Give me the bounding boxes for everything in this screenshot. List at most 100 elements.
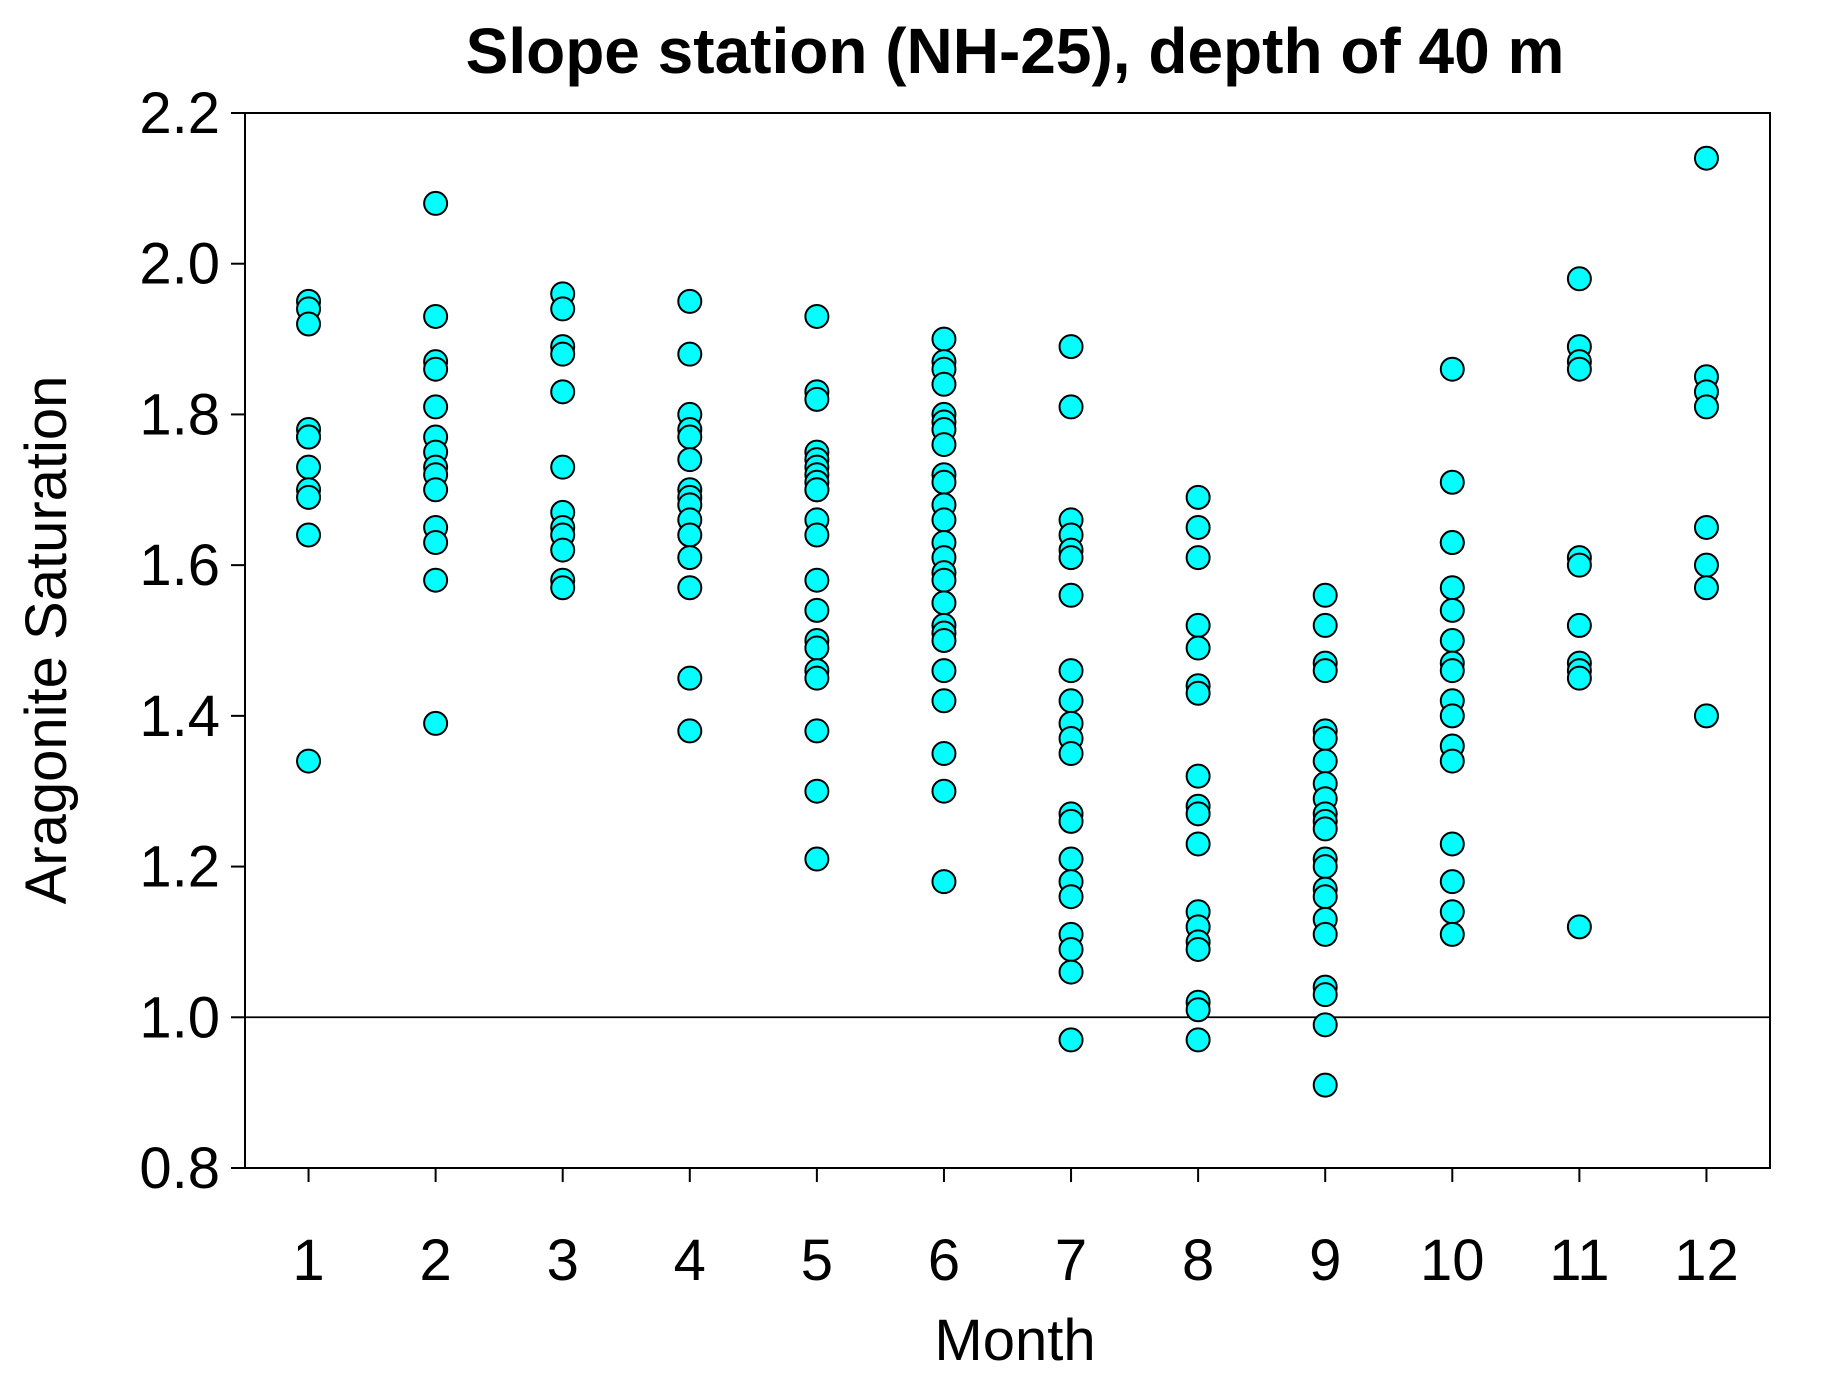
data-point — [1566, 612, 1592, 638]
data-point — [1058, 394, 1084, 420]
x-tick-label: 7 — [1055, 1228, 1087, 1293]
data-point — [1693, 703, 1719, 729]
data-point — [1439, 921, 1465, 947]
data-point — [1439, 658, 1465, 684]
data-point — [804, 567, 830, 593]
data-point — [296, 484, 322, 510]
x-tick-label: 6 — [928, 1228, 960, 1293]
data-point — [931, 469, 957, 495]
data-point — [1058, 688, 1084, 714]
data-point — [423, 190, 449, 216]
x-tick-label: 5 — [801, 1228, 833, 1293]
data-point — [296, 424, 322, 450]
data-point — [1439, 628, 1465, 653]
data-point — [423, 477, 449, 503]
y-tick-label: 1.8 — [139, 382, 220, 447]
data-point — [550, 379, 576, 405]
data-point — [423, 394, 449, 420]
x-tick-label: 1 — [292, 1228, 324, 1293]
data-point — [296, 748, 322, 774]
data-point — [677, 522, 703, 548]
data-point — [804, 303, 830, 329]
data-point — [1058, 959, 1084, 985]
data-point — [1312, 982, 1338, 1008]
data-point — [677, 288, 703, 314]
data-point — [1312, 612, 1338, 638]
data-point — [677, 424, 703, 450]
y-axis-label: Aragonite Saturation — [14, 376, 79, 905]
x-tick-label: 3 — [547, 1228, 579, 1293]
data-point — [550, 537, 576, 563]
data-point — [931, 432, 957, 458]
plot-area-frame — [244, 112, 1771, 1169]
data-point — [1185, 936, 1211, 962]
x-tick-label: 4 — [674, 1228, 706, 1293]
x-tick-label: 8 — [1182, 1228, 1214, 1293]
data-point — [550, 454, 576, 480]
data-point — [1439, 575, 1465, 601]
data-point — [1566, 552, 1592, 578]
y-tick-label: 2.0 — [139, 232, 220, 297]
data-point — [931, 688, 957, 714]
x-tick-label: 9 — [1309, 1228, 1341, 1293]
data-point — [1566, 356, 1592, 382]
data-point — [1439, 869, 1465, 895]
data-point — [550, 575, 576, 601]
data-point — [1185, 514, 1211, 540]
data-point — [1058, 936, 1084, 962]
data-point — [1693, 394, 1719, 420]
data-point — [931, 778, 957, 804]
data-point — [1185, 545, 1211, 571]
data-point — [1185, 635, 1211, 661]
y-tick-label: 2.2 — [139, 81, 220, 146]
data-point — [804, 635, 830, 661]
data-point — [1312, 1072, 1338, 1098]
data-point — [1185, 484, 1211, 510]
data-point — [1185, 997, 1211, 1023]
y-tick-label: 1.6 — [139, 533, 220, 598]
data-point — [296, 311, 322, 337]
data-point — [1312, 1012, 1338, 1038]
data-point — [804, 665, 830, 691]
x-axis-label: Month — [934, 1308, 1095, 1373]
data-point — [1185, 1027, 1211, 1053]
data-point — [1058, 582, 1084, 608]
x-tick-label: 10 — [1420, 1228, 1485, 1293]
data-point — [423, 710, 449, 736]
data-point — [1312, 854, 1338, 880]
data-point — [1693, 145, 1719, 171]
data-point — [1058, 658, 1084, 684]
data-point — [1058, 1027, 1084, 1053]
data-point — [1312, 658, 1338, 684]
data-point — [931, 326, 957, 352]
data-point — [931, 741, 957, 767]
chart-title: Slope station (NH-25), depth of 40 m — [466, 15, 1565, 87]
data-point — [1439, 469, 1465, 495]
data-point — [1439, 831, 1465, 857]
data-point — [1058, 545, 1084, 571]
x-tick-label: 12 — [1674, 1228, 1739, 1293]
data-point — [550, 296, 576, 322]
data-point — [804, 522, 830, 548]
data-point — [931, 507, 957, 533]
x-tick-label: 11 — [1549, 1228, 1609, 1293]
data-point — [423, 567, 449, 593]
data-point — [1185, 831, 1211, 857]
data-point — [1693, 552, 1719, 578]
data-point — [677, 718, 703, 744]
data-point — [677, 341, 703, 367]
data-point — [931, 590, 957, 616]
data-point — [1439, 748, 1465, 774]
data-point — [1312, 748, 1338, 774]
data-point — [1693, 514, 1719, 540]
y-tick-label: 1.0 — [139, 985, 220, 1050]
data-point — [1439, 356, 1465, 382]
y-tick-label: 0.8 — [139, 1136, 220, 1201]
data-point — [931, 628, 957, 653]
data-point — [1566, 914, 1592, 940]
data-point — [1439, 899, 1465, 925]
data-point — [1058, 846, 1084, 872]
data-point — [1312, 921, 1338, 947]
data-point — [1312, 884, 1338, 910]
data-point — [1058, 334, 1084, 360]
